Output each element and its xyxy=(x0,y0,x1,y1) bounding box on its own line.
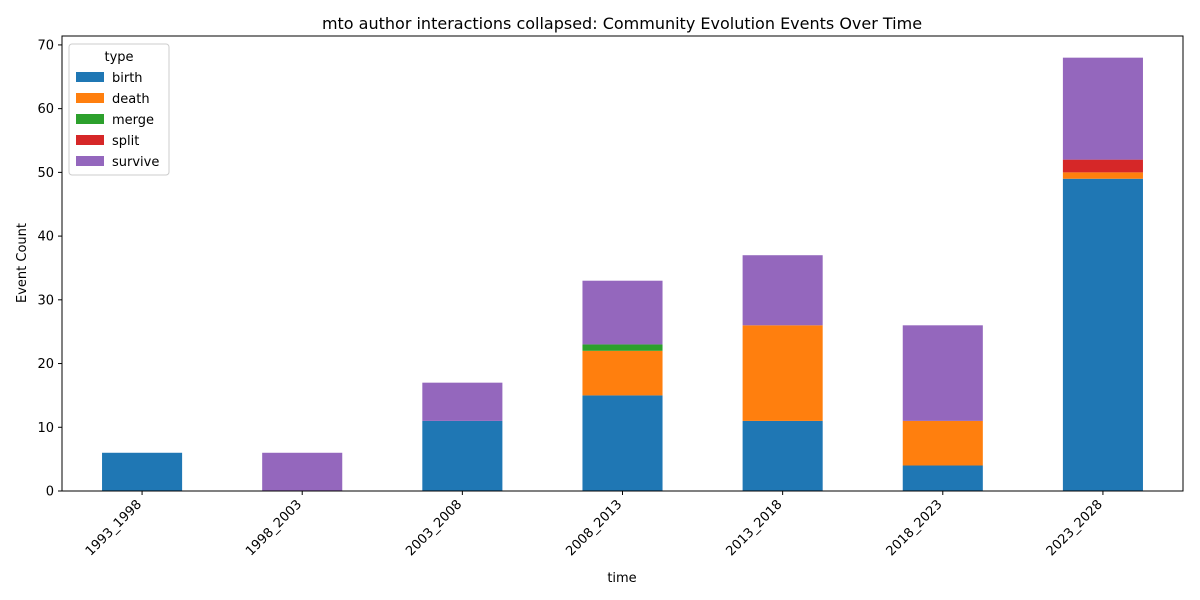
bar-segment-survive xyxy=(422,382,503,421)
bars xyxy=(102,57,1143,491)
bar-segment-death xyxy=(1062,172,1143,179)
legend-label-death: death xyxy=(112,92,150,107)
legend-label-birth: birth xyxy=(112,71,143,86)
bar-segment-survive xyxy=(742,255,823,326)
legend-swatch-merge xyxy=(76,114,104,124)
y-tick-label: 40 xyxy=(37,230,54,245)
y-tick-label: 60 xyxy=(37,102,54,117)
bar-segment-birth xyxy=(742,420,823,491)
legend-label-split: split xyxy=(112,134,139,149)
legend-swatch-split xyxy=(76,135,104,145)
legend-swatch-birth xyxy=(76,72,104,82)
bar-segment-death xyxy=(902,420,983,466)
bar-segment-birth xyxy=(902,465,983,491)
bar-segment-merge xyxy=(582,344,663,351)
y-tick-label: 50 xyxy=(37,166,54,181)
legend-title: type xyxy=(104,50,133,65)
x-tick-label: 2008_2013 xyxy=(563,497,625,559)
y-axis-label: Event Count xyxy=(15,223,30,303)
y-tick-label: 20 xyxy=(37,357,54,372)
chart-title: mto author interactions collapsed: Commu… xyxy=(322,14,922,33)
x-axis-label: time xyxy=(607,571,636,586)
bar-segment-survive xyxy=(582,280,663,345)
bar-segment-birth xyxy=(582,395,663,491)
legend-swatch-survive xyxy=(76,156,104,166)
legend: type birth death merge split survive xyxy=(68,43,170,176)
x-tick-label: 1998_2003 xyxy=(243,497,305,559)
legend-label-merge: merge xyxy=(112,113,154,128)
x-axis-ticks: 1993_1998 1998_2003 2003_2008 2008_2013 2013… xyxy=(83,491,1106,559)
x-tick-label: 2023_2028 xyxy=(1044,497,1106,559)
y-tick-label: 30 xyxy=(37,293,54,308)
bar-segment-birth xyxy=(422,420,503,491)
bar-segment-survive xyxy=(902,325,983,421)
y-tick-label: 70 xyxy=(37,38,54,53)
bar-segment-death xyxy=(742,325,823,421)
x-tick-label: 2018_2023 xyxy=(884,497,946,559)
legend-label-survive: survive xyxy=(112,155,159,170)
bar-segment-split xyxy=(1062,159,1143,173)
bar-segment-death xyxy=(582,350,663,396)
bar-segment-survive xyxy=(262,452,343,491)
x-tick-label: 2013_2018 xyxy=(723,497,785,559)
bar-segment-birth xyxy=(102,452,183,491)
y-tick-label: 10 xyxy=(37,421,54,436)
y-axis-ticks: 0 10 20 30 40 50 60 70 xyxy=(37,38,62,500)
x-tick-label: 1993_1998 xyxy=(83,497,145,559)
bar-segment-survive xyxy=(1062,57,1143,160)
x-tick-label: 2003_2008 xyxy=(403,497,465,559)
bar-segment-birth xyxy=(1062,178,1143,491)
legend-swatch-death xyxy=(76,93,104,103)
y-tick-label: 0 xyxy=(46,485,54,500)
